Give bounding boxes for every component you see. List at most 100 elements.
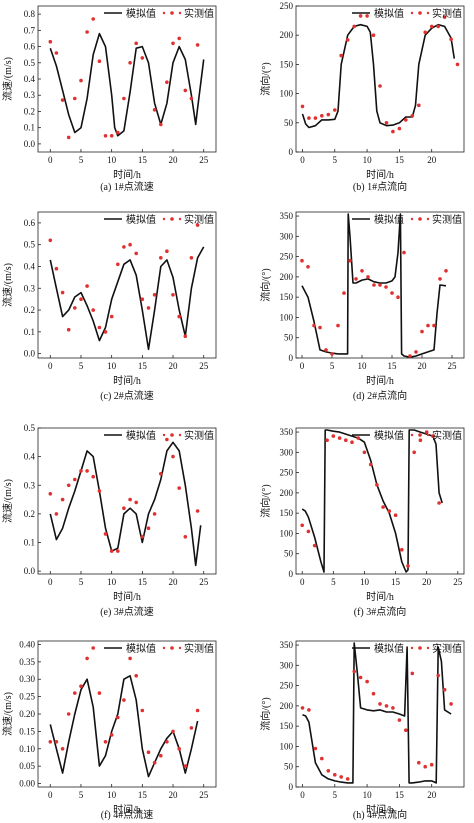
observed-point xyxy=(436,24,441,29)
observed-point xyxy=(66,135,71,140)
x-tick-label: 20 xyxy=(422,577,432,587)
x-axis-label: 时间/h xyxy=(366,590,394,603)
observed-point xyxy=(381,505,385,509)
observed-point xyxy=(362,450,367,455)
y-tick-label: 100 xyxy=(280,89,294,99)
observed-point xyxy=(393,513,398,517)
observed-point xyxy=(116,549,120,553)
observed-point xyxy=(54,266,59,271)
y-tick-label: 0.6 xyxy=(24,218,36,228)
y-tick-label: 0.3 xyxy=(24,480,36,490)
observed-point xyxy=(375,483,379,487)
legend: 模拟值 实测值 xyxy=(352,429,462,442)
legend-sim-label: 模拟值 xyxy=(126,642,156,655)
observed-point xyxy=(356,436,361,440)
y-axis-label: 流向/(°) xyxy=(259,62,272,95)
x-axis-label: 时间/h xyxy=(366,374,394,387)
observed-point xyxy=(406,564,410,568)
observed-point xyxy=(60,98,65,102)
legend-obs-swatch-dot xyxy=(426,217,430,221)
observed-point xyxy=(122,245,126,249)
y-tick-label: 0.40 xyxy=(19,639,35,649)
x-tick-label: 15 xyxy=(395,155,405,165)
y-tick-label: 50 xyxy=(284,333,294,343)
observed-point xyxy=(177,36,181,41)
observed-point xyxy=(342,291,346,295)
observed-point xyxy=(436,673,441,678)
panel-caption: (b) 1#点流向 xyxy=(353,180,407,193)
y-tick-label: 0 xyxy=(289,147,294,157)
y-tick-label: 0.4 xyxy=(24,452,36,462)
legend-obs-swatch-dot xyxy=(178,646,182,650)
observed-point xyxy=(189,255,194,260)
observed-point xyxy=(183,535,188,539)
y-tick-label: 0.35 xyxy=(19,657,35,667)
legend-obs-swatch-dot xyxy=(162,217,166,221)
legend-sim-label: 模拟值 xyxy=(126,213,156,226)
legend-obs-label: 实测值 xyxy=(432,7,462,20)
legend: 模拟值 实测值 xyxy=(104,429,214,442)
legend-obs-swatch xyxy=(170,217,174,221)
observed-point xyxy=(307,116,311,120)
y-tick-label: 0.1 xyxy=(24,327,35,337)
y-axis-label: 流向/(°) xyxy=(259,484,272,517)
observed-point xyxy=(195,223,200,227)
observed-point xyxy=(109,314,114,319)
legend: 模拟值 实测值 xyxy=(352,7,462,20)
legend-obs-label: 实测值 xyxy=(184,213,214,226)
y-tick-label: 250 xyxy=(280,1,294,11)
x-tick-label: 0 xyxy=(300,155,305,165)
observed-point xyxy=(159,255,163,260)
chart-panel-4: 0 5 10 15 20 25050100150200250300350时间/h流向/(°… xyxy=(259,211,465,402)
y-tick-label: 0.6 xyxy=(24,42,36,52)
observed-point xyxy=(152,760,157,765)
y-tick-label: 150 xyxy=(280,292,294,302)
y-axis-label: 流速/(m/s) xyxy=(1,57,14,101)
observed-point xyxy=(384,704,389,708)
plot-frame xyxy=(37,427,217,575)
panel-caption: (f) 3#点流向 xyxy=(354,605,407,618)
observed-point xyxy=(134,674,138,678)
x-tick-label: 15 xyxy=(395,790,405,800)
legend-obs-swatch xyxy=(418,217,422,221)
y-tick-label: 0.4 xyxy=(24,261,36,271)
legend: 模拟值 实测值 xyxy=(104,213,214,226)
observed-point xyxy=(420,329,424,334)
panel-caption: (f) 4#点流速 xyxy=(101,808,154,821)
y-tick-label: 200 xyxy=(280,488,294,498)
chart-panel-5: 0 5 10 15 20 25 0.0 0.1 0.2 0.3 0.4 0.5 时间/h 流速/(m/s)… xyxy=(1,423,217,618)
observed-point xyxy=(417,103,421,108)
observed-point xyxy=(183,334,188,339)
x-tick-label: 0 xyxy=(48,577,53,587)
observed-point xyxy=(103,134,108,138)
y-tick-label: 0.2 xyxy=(24,509,35,519)
y-tick-label: 300 xyxy=(280,660,294,670)
observed-point xyxy=(371,691,376,696)
observed-point xyxy=(423,764,428,769)
legend-obs-label: 实测值 xyxy=(184,429,214,442)
observed-point xyxy=(171,41,175,46)
observed-point xyxy=(91,308,95,312)
y-tick-label: 200 xyxy=(280,30,294,40)
observed-point xyxy=(116,715,120,720)
simulated-series-line xyxy=(301,429,443,573)
observed-point xyxy=(365,679,369,684)
observed-point xyxy=(66,483,71,488)
observed-point xyxy=(165,740,169,744)
y-tick-label: 250 xyxy=(280,681,294,691)
observed-point xyxy=(350,440,354,445)
legend: 模拟值 实测值 xyxy=(104,7,214,20)
observed-point xyxy=(140,297,145,302)
observed-point xyxy=(333,108,337,112)
observed-point xyxy=(60,497,65,502)
observed-point xyxy=(330,352,334,356)
observed-point xyxy=(339,53,344,58)
x-tick-label: 0 xyxy=(300,577,305,587)
observed-point xyxy=(152,108,157,112)
observed-point xyxy=(418,438,423,443)
x-tick-label: 5 xyxy=(79,155,84,165)
observed-point xyxy=(189,726,194,730)
observed-point xyxy=(48,740,53,744)
observed-point xyxy=(426,323,430,328)
